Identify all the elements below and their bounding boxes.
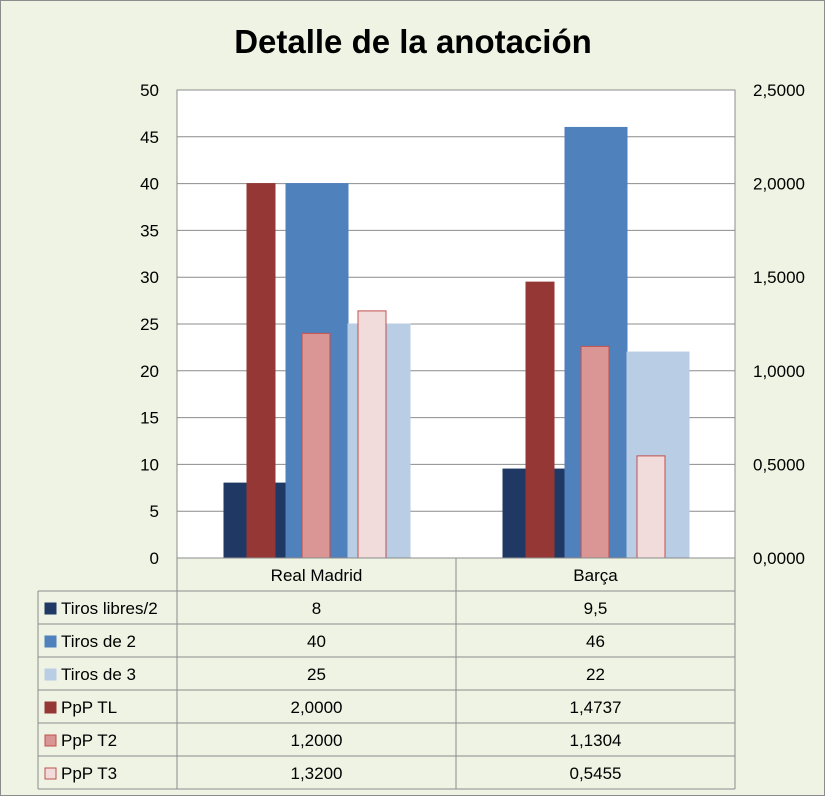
data-label: 1,1304	[570, 731, 622, 750]
bar	[357, 310, 387, 559]
y-tick-label: 10	[140, 455, 159, 474]
y2-tick-label: 0,5000	[753, 455, 805, 474]
legend-swatch	[44, 701, 57, 714]
bar	[525, 281, 555, 559]
data-label: 2,0000	[291, 698, 343, 717]
y2-tick-label: 2,0000	[753, 175, 805, 194]
y-tick-label: 0	[150, 549, 159, 568]
series-name: PpP T2	[61, 731, 117, 750]
y-tick-label: 30	[140, 268, 159, 287]
plot-area: 0 5 10 15 20 25 30 35 40 45 50 0,0000 0,5000 1,0000 1,…	[140, 81, 805, 568]
bar	[636, 455, 666, 559]
y-tick-label: 25	[140, 315, 159, 334]
data-label: 1,2000	[291, 731, 343, 750]
legend-swatch	[44, 635, 57, 648]
y2-tick-label: 2,5000	[753, 81, 805, 100]
data-label: 40	[307, 632, 326, 651]
y2-tick-label: 1,5000	[753, 268, 805, 287]
series-name: Tiros de 2	[61, 632, 136, 651]
legend-swatch	[44, 734, 57, 747]
bar	[246, 183, 276, 559]
data-table: Real Madrid Barça Tiros libres/2 8 9,5 Tiros …	[37, 557, 736, 790]
data-label: 1,3200	[291, 764, 343, 783]
legend-swatch	[44, 602, 57, 615]
series-name: PpP T3	[61, 764, 117, 783]
chart-title: Detalle de la anotación	[234, 23, 592, 60]
data-label: 46	[586, 632, 605, 651]
legend-swatch	[44, 668, 57, 681]
data-label: 1,4737	[570, 698, 622, 717]
data-label: 22	[586, 665, 605, 684]
y-tick-label: 45	[140, 128, 159, 147]
legend-swatch	[44, 767, 57, 780]
y2-tick-label: 0,0000	[753, 549, 805, 568]
series-name: Tiros de 3	[61, 665, 136, 684]
y-tick-label: 15	[140, 409, 159, 428]
series-name: Tiros libres/2	[61, 599, 158, 618]
data-label: 8	[312, 599, 321, 618]
y-tick-label: 40	[140, 175, 159, 194]
data-label: 0,5455	[570, 764, 622, 783]
data-label: 9,5	[584, 599, 608, 618]
y2-tick-label: 1,0000	[753, 362, 805, 381]
data-label: 25	[307, 665, 326, 684]
series-name: PpP TL	[61, 698, 117, 717]
y-tick-label: 50	[140, 81, 159, 100]
y-tick-label: 5	[150, 502, 159, 521]
category-label: Barça	[573, 566, 618, 585]
bar	[301, 332, 331, 559]
y-tick-label: 35	[140, 221, 159, 240]
category-label: Real Madrid	[271, 566, 363, 585]
bar	[580, 345, 610, 559]
y-tick-label: 20	[140, 362, 159, 381]
